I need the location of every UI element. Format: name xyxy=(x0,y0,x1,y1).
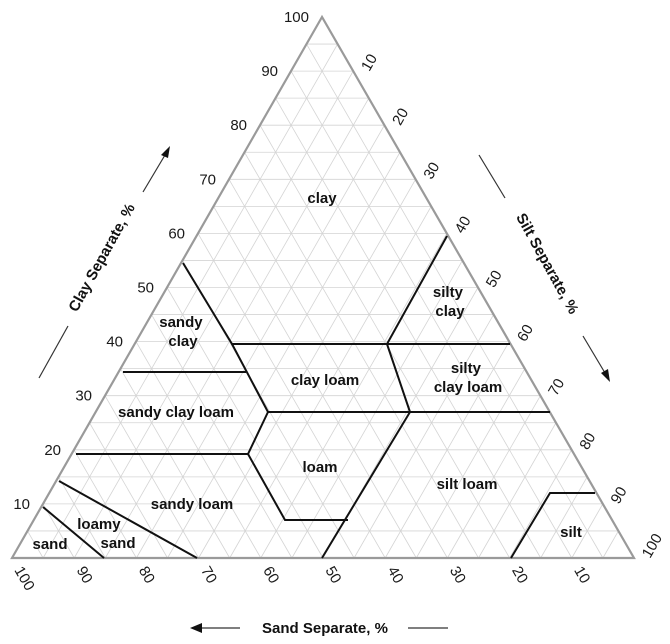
sand-axis-tick-label: 70 xyxy=(197,564,220,587)
sand-axis-tick-label: 50 xyxy=(322,564,345,587)
grid-line xyxy=(540,476,588,559)
clay-axis-tick-label: 90 xyxy=(261,63,278,80)
silt-axis-tick-label: 100 xyxy=(639,531,666,561)
silt-axis-arrow-line xyxy=(478,154,506,199)
boundary-silty-clay-left xyxy=(386,235,448,345)
clay-axis-tick-label: 60 xyxy=(168,225,185,242)
region-clay: clay xyxy=(307,190,337,207)
sand-axis-tick-label: 100 xyxy=(11,564,38,594)
clay-axis-tick-label: 100 xyxy=(284,9,309,26)
sand-axis-tick-label: 10 xyxy=(570,564,593,587)
grid-line xyxy=(290,70,573,559)
region-loamy-sand: loamy sand xyxy=(77,516,135,552)
clay-axis-tick-label: 10 xyxy=(13,496,30,513)
sand-axis-tick-label: 20 xyxy=(508,564,531,587)
silt-axis-tick-label: 10 xyxy=(358,51,381,74)
region-clay-loam: clay loam xyxy=(291,372,359,389)
sand-axis-tick-label: 90 xyxy=(73,564,96,587)
grid-line xyxy=(136,125,385,559)
silt-axis-arrow-line-lower xyxy=(582,335,609,379)
grid-line xyxy=(58,476,106,559)
clay-axis: Clay Separate, % xyxy=(38,146,170,379)
grid-line xyxy=(120,368,231,559)
sand-axis-tick-label: 80 xyxy=(135,564,158,587)
boundary-sandy-clay-right xyxy=(231,343,269,413)
grid-line xyxy=(228,179,448,559)
clay-axis-tick-label: 70 xyxy=(199,171,216,188)
clay-axis-ticks: 10 20 30 40 50 60 70 80 90 100 xyxy=(13,9,309,513)
silt-axis-tick-label: 60 xyxy=(514,322,537,345)
region-silt-loam: silt loam xyxy=(437,476,498,493)
grid-line xyxy=(167,152,401,559)
region-silty-clay-loam: silty clay loam xyxy=(434,360,502,396)
silt-axis-tick-label: 80 xyxy=(576,430,599,453)
region-labels: clay silty clay sandy clay silty clay lo… xyxy=(32,190,581,553)
clay-axis-tick-label: 20 xyxy=(44,442,61,459)
sand-axis-arrowhead-icon xyxy=(190,623,202,633)
grid-line xyxy=(89,422,168,559)
sand-axis: Sand Separate, % xyxy=(190,620,448,637)
silt-axis-tick-label: 40 xyxy=(452,213,475,236)
sand-axis-tick-label: 40 xyxy=(384,564,407,587)
grid-line xyxy=(229,206,432,559)
silt-axis-tick-label: 70 xyxy=(545,376,568,399)
silt-axis-tick-label: 90 xyxy=(608,484,631,507)
sand-axis-ticks: 100 90 80 70 60 50 40 30 20 10 xyxy=(11,564,594,594)
grid-line xyxy=(353,314,494,559)
grid-line xyxy=(291,260,463,559)
grid-line xyxy=(213,206,417,559)
texture-class-boundaries xyxy=(42,235,595,559)
sand-axis-tick-label: 60 xyxy=(259,564,282,587)
silt-axis-ticks: 10 20 30 40 50 60 70 80 90 100 xyxy=(358,51,666,561)
grid-line xyxy=(198,179,416,559)
triangle-grid xyxy=(27,43,619,559)
clay-axis-title: Clay Separate, % xyxy=(65,201,138,315)
region-sand: sand xyxy=(32,536,67,553)
boundary-silty-clay-loam-left xyxy=(386,343,411,413)
boundary-sandy-loam-lower xyxy=(58,480,198,559)
silt-axis-tick-label: 30 xyxy=(420,159,443,182)
boundary-silt xyxy=(510,492,595,559)
clay-axis-tick-label: 80 xyxy=(230,117,247,134)
grid-line xyxy=(306,43,604,559)
clay-axis-arrow-line xyxy=(38,325,69,379)
grid-line xyxy=(415,368,526,559)
grid-line xyxy=(259,125,510,559)
grid-line xyxy=(478,422,557,559)
clay-axis-arrow-line-upper xyxy=(142,149,169,193)
region-sandy-clay-loam: sandy clay loam xyxy=(118,404,234,421)
grid-line xyxy=(602,530,619,559)
grid-line xyxy=(151,314,293,559)
silt-axis-tick-label: 20 xyxy=(389,105,412,128)
region-silt: silt xyxy=(560,524,582,541)
region-sandy-clay: sandy clay xyxy=(159,314,207,350)
silt-axis-arrowhead-icon xyxy=(601,369,610,382)
grid-line xyxy=(275,97,542,559)
clay-axis-tick-label: 40 xyxy=(106,334,123,351)
silt-axis-title: Silt Separate, % xyxy=(512,210,581,317)
region-loam: loam xyxy=(302,459,337,476)
grid-line xyxy=(244,152,479,559)
boundary-silt-loam-left xyxy=(321,411,411,559)
silt-axis: Silt Separate, % xyxy=(478,154,610,382)
clay-axis-tick-label: 50 xyxy=(137,280,154,297)
grid-line xyxy=(27,530,44,559)
clay-axis-arrowhead-icon xyxy=(161,146,170,158)
silt-axis-tick-label: 50 xyxy=(483,268,506,291)
boundary-loam-lower xyxy=(247,453,348,521)
grid-line xyxy=(104,97,370,559)
grid-line xyxy=(42,43,338,559)
sand-axis-title: Sand Separate, % xyxy=(262,620,388,637)
clay-axis-tick-label: 30 xyxy=(75,388,92,405)
region-sandy-loam: sandy loam xyxy=(151,496,234,513)
sand-axis-tick-label: 30 xyxy=(446,564,469,587)
region-silty-clay: silty clay xyxy=(433,284,467,320)
boundary-loamy-sand-lower xyxy=(42,506,105,559)
